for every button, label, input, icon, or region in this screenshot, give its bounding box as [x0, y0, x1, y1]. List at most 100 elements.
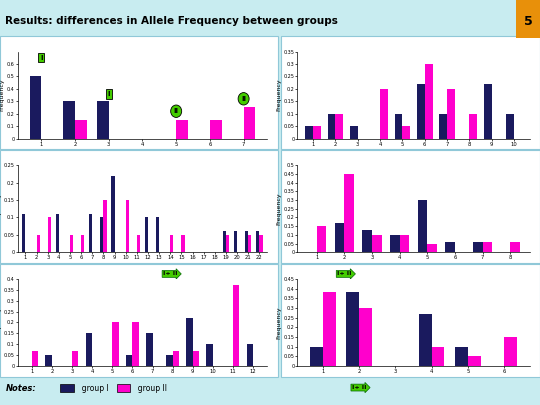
Bar [86, 333, 92, 366]
Bar [419, 314, 431, 366]
Text: Notes:: Notes: [6, 384, 37, 393]
Bar [126, 200, 129, 252]
Text: Results: differences in Allele Frequency between groups: Results: differences in Allele Frequency… [5, 16, 338, 26]
Bar [425, 64, 433, 139]
Bar [372, 235, 382, 252]
Bar [335, 114, 343, 139]
Bar [390, 235, 400, 252]
Bar [328, 114, 335, 139]
Bar [89, 214, 92, 252]
Bar [483, 242, 492, 252]
Bar [439, 114, 447, 139]
Bar [305, 126, 313, 139]
Text: I+ II: I+ II [337, 271, 352, 276]
Bar [468, 356, 481, 366]
Bar [70, 235, 73, 252]
Bar [359, 308, 372, 366]
Bar [56, 214, 59, 252]
Bar [81, 235, 84, 252]
Bar [104, 200, 106, 252]
Y-axis label: Frequency: Frequency [0, 306, 2, 339]
Bar [156, 217, 159, 252]
Text: I: I [40, 55, 43, 61]
Bar [245, 231, 248, 252]
Bar [447, 89, 455, 139]
Bar [400, 235, 409, 252]
Text: I: I [107, 91, 110, 97]
Bar [173, 351, 179, 366]
Bar [417, 84, 425, 139]
Bar [418, 200, 427, 252]
Y-axis label: Frequency: Frequency [276, 79, 281, 111]
Bar [402, 126, 410, 139]
Bar [186, 318, 193, 366]
Bar [506, 114, 514, 139]
Y-axis label: Frequency: Frequency [0, 192, 2, 225]
Bar [484, 84, 492, 139]
Y-axis label: Frequency: Frequency [276, 192, 281, 225]
Bar [146, 333, 152, 366]
Bar [170, 235, 173, 252]
Bar [427, 243, 437, 252]
Bar [206, 344, 213, 366]
Bar [256, 231, 259, 252]
Bar [510, 242, 520, 252]
Bar [345, 174, 354, 252]
Bar [323, 292, 335, 366]
Bar [111, 176, 114, 252]
Bar [112, 322, 119, 366]
Bar [395, 114, 402, 139]
Bar [48, 217, 51, 252]
Bar [248, 235, 252, 252]
Bar [210, 120, 222, 139]
Bar [72, 351, 78, 366]
Bar [97, 101, 109, 139]
Text: I+ II: I+ II [352, 385, 367, 390]
Bar [37, 235, 40, 252]
Bar [504, 337, 517, 366]
Bar [234, 231, 237, 252]
Text: 5: 5 [524, 15, 532, 28]
Bar [362, 230, 372, 252]
Bar [446, 242, 455, 252]
Bar [310, 347, 323, 366]
Bar [313, 126, 321, 139]
Bar [259, 235, 262, 252]
Bar [181, 235, 185, 252]
Bar [22, 214, 25, 252]
Bar [100, 217, 104, 252]
Text: I+ II: I+ II [163, 271, 178, 276]
Y-axis label: Frequency: Frequency [0, 79, 5, 111]
Bar [247, 344, 253, 366]
Bar [145, 217, 148, 252]
Bar [63, 101, 75, 139]
Bar [244, 107, 255, 139]
Bar [516, 0, 540, 38]
Bar [193, 351, 199, 366]
Bar [335, 223, 345, 252]
Bar [132, 322, 139, 366]
Bar [473, 242, 483, 252]
Text: II: II [241, 96, 246, 102]
Bar [317, 226, 327, 252]
Bar [233, 286, 239, 366]
Y-axis label: Frequency: Frequency [276, 306, 281, 339]
Bar [380, 89, 388, 139]
Bar [176, 120, 188, 139]
Bar [223, 231, 226, 252]
Bar [350, 126, 357, 139]
Bar [431, 347, 444, 366]
Bar [45, 355, 52, 366]
Bar [166, 355, 173, 366]
Bar [347, 292, 359, 366]
Bar [126, 355, 132, 366]
Bar [455, 347, 468, 366]
Text: II: II [174, 108, 179, 114]
Bar [30, 77, 41, 139]
Bar [32, 351, 38, 366]
Bar [137, 235, 140, 252]
Bar [469, 114, 477, 139]
Legend:   group I,   group II: group I, group II [57, 381, 171, 396]
Bar [75, 120, 87, 139]
Bar [226, 235, 229, 252]
